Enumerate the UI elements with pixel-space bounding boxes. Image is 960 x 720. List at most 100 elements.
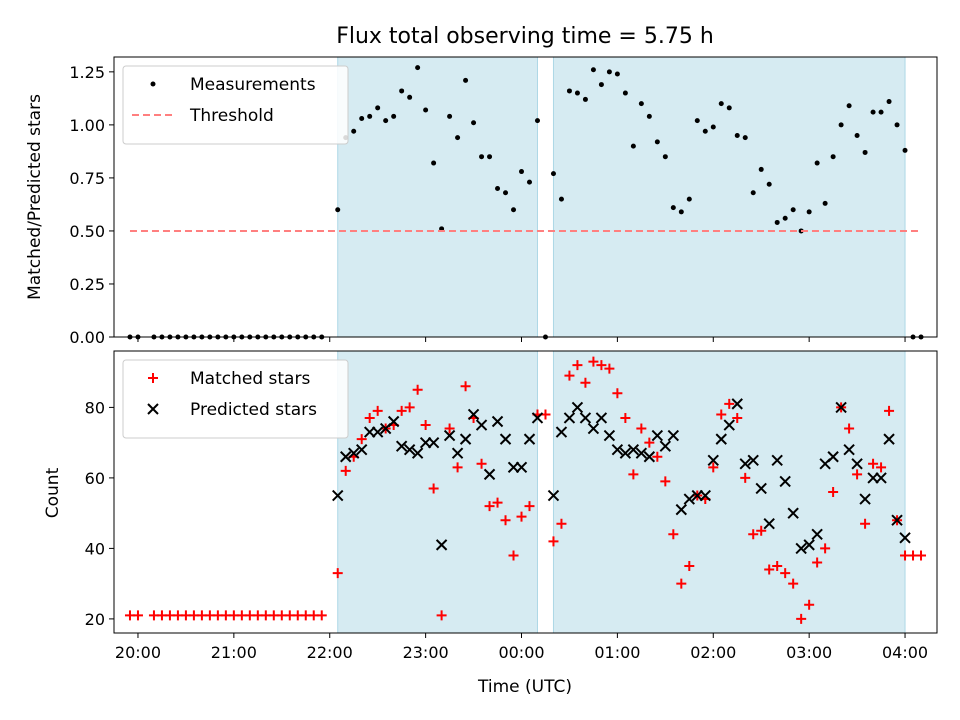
top-data-point (431, 160, 437, 166)
bottom-data-point (835, 401, 847, 414)
bottom-shaded-interval (553, 351, 906, 633)
bottom-shaded-interval (337, 351, 538, 633)
top-data-point (399, 88, 405, 94)
top-data-point (351, 128, 357, 134)
bottom-data-point (555, 426, 568, 438)
top-data-point (846, 103, 852, 109)
bottom-data-point (412, 384, 423, 395)
bottom-data-point (899, 532, 911, 544)
x-tick-label: 22:00 (307, 643, 353, 662)
bottom-data-point (435, 539, 448, 551)
top-data-point (894, 122, 900, 128)
top-data-point (694, 118, 700, 124)
bottom-data-point (707, 454, 719, 466)
bottom-data-point (620, 412, 631, 423)
top-data-point (718, 101, 724, 107)
x-tick-label: 20:00 (115, 643, 161, 662)
top-data-point (790, 207, 796, 213)
bottom-data-point (355, 443, 368, 456)
bottom-data-point (755, 482, 767, 495)
x-tick-label: 03:00 (786, 643, 832, 662)
top-data-point (670, 205, 676, 211)
bottom-data-point (508, 550, 519, 561)
bottom-legend-label: Matched stars (190, 369, 310, 389)
top-data-point (463, 77, 469, 83)
top-chart-title: Flux total observing time = 5.75 h (336, 24, 714, 49)
top-data-point (574, 90, 580, 96)
bottom-data-point (427, 436, 440, 449)
bottom-data-point (699, 489, 711, 502)
top-data-point (511, 207, 517, 213)
top-data-point (726, 105, 732, 111)
bottom-data-point (675, 503, 688, 516)
top-y-tick-label: 0.00 (69, 328, 105, 347)
bottom-data-point (516, 511, 527, 522)
bottom-data-point (452, 462, 463, 473)
top-panel: 0.00 0.25 0.50 0.75 1.00 1.25 Measurements Thre… (69, 56, 938, 347)
top-data-point (614, 71, 620, 77)
bottom-data-point (316, 610, 327, 621)
x-tick-label: 01:00 (594, 643, 640, 662)
bottom-data-point (636, 423, 647, 434)
top-data-point (630, 143, 636, 149)
top-data-point (335, 207, 341, 213)
bottom-data-point (852, 469, 863, 480)
bottom-data-point (444, 423, 455, 434)
bottom-legend-swatch (148, 373, 158, 383)
bottom-data-point (364, 412, 375, 423)
top-data-point (822, 200, 828, 206)
top-data-point (534, 118, 540, 124)
top-shaded-interval (337, 57, 538, 337)
bottom-data-point (428, 483, 439, 494)
top-data-point (646, 113, 652, 119)
top-data-point (526, 179, 532, 185)
bottom-data-point (811, 528, 823, 541)
bottom-data-point (587, 422, 600, 435)
bottom-data-point (387, 415, 400, 428)
bottom-data-point (491, 415, 504, 428)
bottom-data-point (859, 493, 871, 505)
top-axes-frame (113, 56, 938, 338)
bottom-data-point (547, 489, 560, 502)
x-tick-label: 04:00 (882, 643, 928, 662)
bottom-data-point (875, 472, 887, 484)
bottom-data-point (459, 433, 472, 445)
top-data-point (774, 219, 780, 225)
top-data-point (447, 113, 453, 119)
bottom-data-point (787, 507, 799, 519)
bottom-data-point (739, 458, 751, 470)
bottom-data-point (771, 454, 783, 466)
bottom-data-point (627, 443, 640, 456)
top-data-point (566, 88, 572, 94)
bottom-data-point (604, 363, 615, 374)
top-data-point (423, 107, 429, 113)
top-data-point (854, 132, 860, 138)
bottom-data-point (484, 501, 495, 512)
bottom-data-point (803, 539, 815, 551)
bottom-data-point (827, 451, 839, 463)
top-data-point (391, 113, 397, 119)
top-data-point (503, 190, 509, 196)
bottom-data-point (780, 568, 791, 579)
bottom-data-point (820, 543, 831, 554)
bottom-data-point (420, 420, 431, 431)
bottom-data-point (684, 561, 695, 572)
bottom-data-point (548, 536, 559, 547)
top-shaded-interval (553, 57, 906, 337)
bottom-data-point (723, 419, 735, 431)
bottom-data-point (132, 610, 143, 621)
top-data-point (383, 118, 389, 124)
bottom-legend-label: Predicted stars (190, 400, 317, 420)
bottom-data-point (563, 412, 576, 424)
bottom-legend-box (122, 359, 349, 439)
top-y-tick-label: 1.25 (69, 63, 105, 82)
bottom-data-point (643, 451, 656, 463)
bottom-data-point (779, 475, 791, 488)
bottom-data-point (795, 542, 807, 555)
bottom-data-point (724, 398, 735, 409)
bottom-data-point (731, 398, 743, 410)
top-data-point (806, 209, 812, 215)
bottom-data-point (644, 437, 655, 448)
bottom-data-point (523, 433, 536, 445)
top-y-axis-label: Matched/Predicted stars (25, 94, 45, 300)
